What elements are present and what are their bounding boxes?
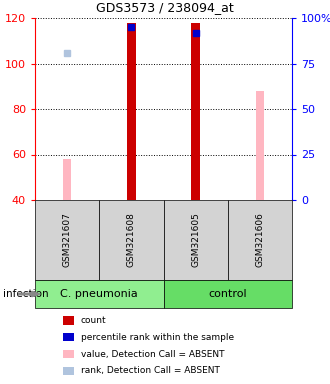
- Text: GDS3573 / 238094_at: GDS3573 / 238094_at: [96, 1, 234, 14]
- Text: GSM321607: GSM321607: [63, 213, 72, 267]
- Bar: [63, 159, 71, 200]
- Bar: [191, 23, 200, 200]
- Text: infection: infection: [3, 289, 49, 299]
- Text: rank, Detection Call = ABSENT: rank, Detection Call = ABSENT: [81, 366, 220, 376]
- Bar: [127, 23, 136, 200]
- Bar: [256, 91, 264, 200]
- Text: percentile rank within the sample: percentile rank within the sample: [81, 333, 234, 342]
- Text: control: control: [209, 289, 247, 299]
- Text: GSM321608: GSM321608: [127, 213, 136, 267]
- Text: C. pneumonia: C. pneumonia: [60, 289, 138, 299]
- Text: GSM321605: GSM321605: [191, 213, 200, 267]
- Text: value, Detection Call = ABSENT: value, Detection Call = ABSENT: [81, 349, 224, 359]
- Text: GSM321606: GSM321606: [255, 213, 264, 267]
- Text: count: count: [81, 316, 107, 325]
